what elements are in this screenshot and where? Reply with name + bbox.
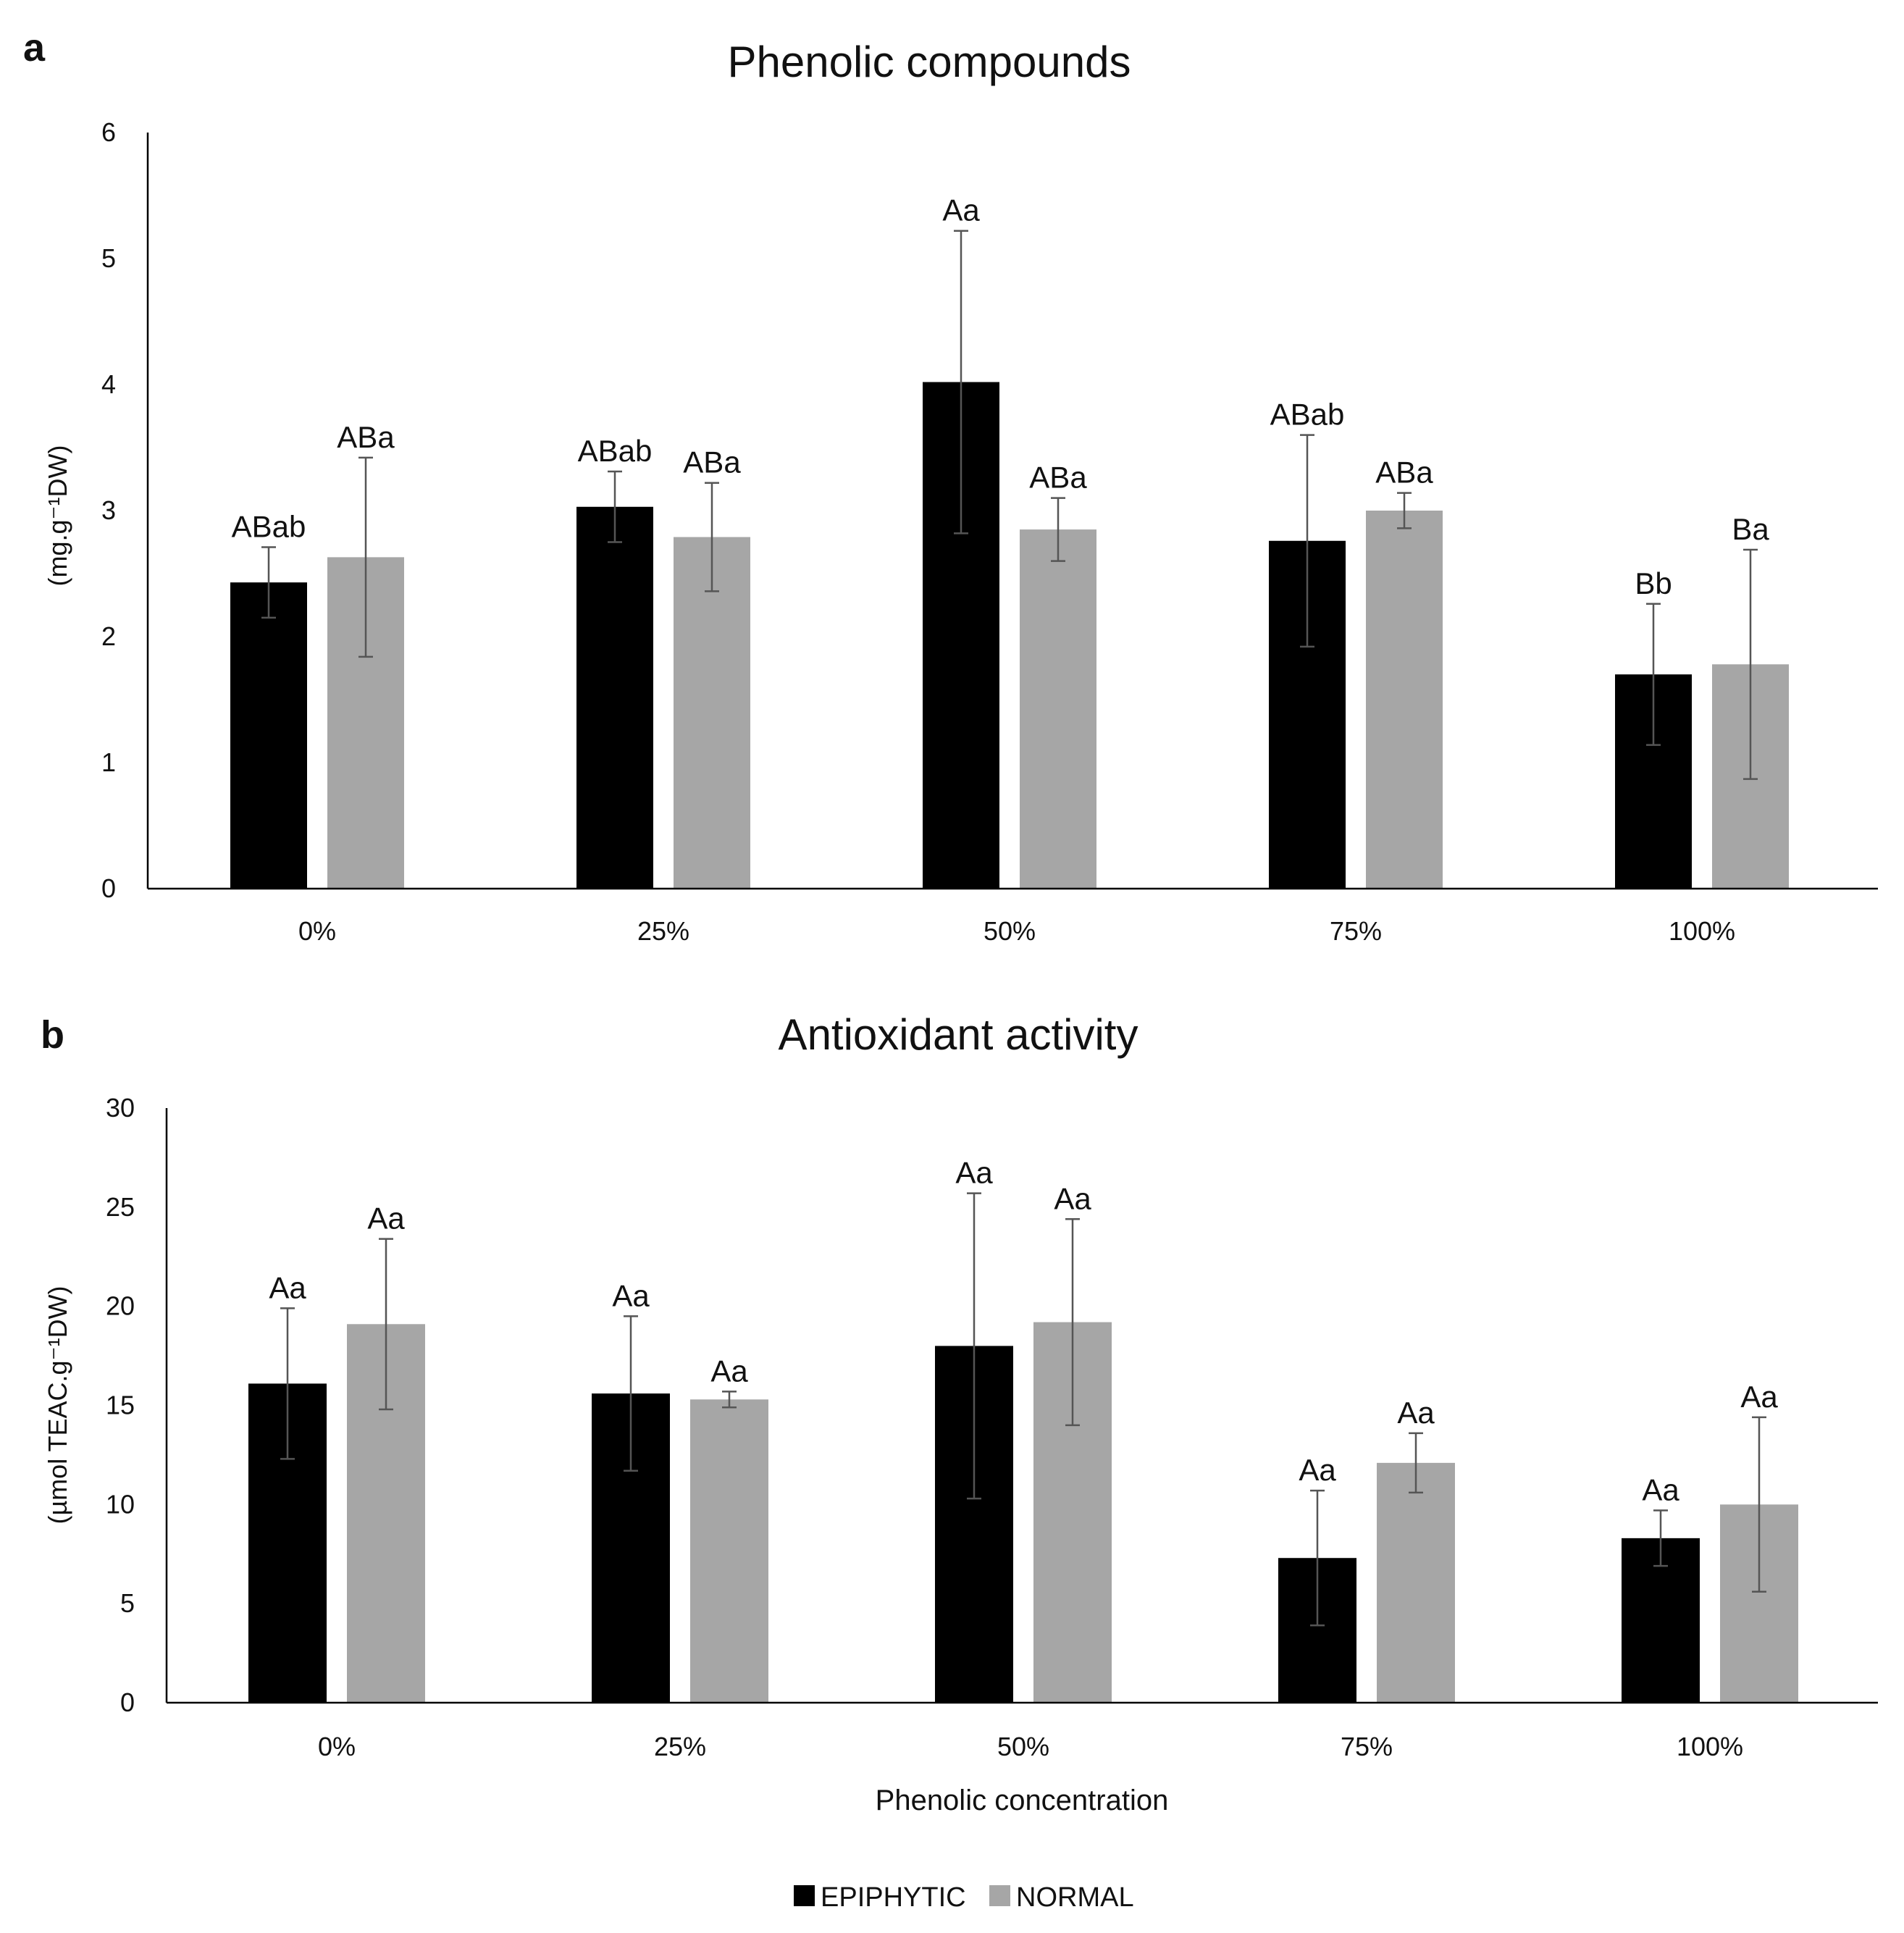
panel-b-antioxidant-activity: b Antioxidant activity (µmol TEAC.g⁻¹DW)…: [41, 1010, 1878, 1816]
significance-label: ABab: [232, 509, 306, 543]
x-category-label: 50%: [984, 916, 1036, 946]
significance-label: Aa: [1054, 1181, 1091, 1215]
significance-label: ABab: [1270, 398, 1345, 432]
chart-a-y-ticks: 0 1 2 3 4 5 6: [101, 117, 116, 903]
chart-a-error-bars: [261, 230, 1758, 780]
significance-label: Aa: [612, 1278, 650, 1312]
bar-normal: [1020, 529, 1096, 889]
significance-label: Aa: [1299, 1453, 1336, 1487]
x-category-label: 100%: [1669, 916, 1735, 946]
bar-normal: [1366, 511, 1443, 889]
y-tick-label: 0: [120, 1687, 135, 1717]
significance-label: Aa: [955, 1156, 993, 1190]
x-category-label: 25%: [637, 916, 689, 946]
panel-a-letter: a: [23, 26, 46, 70]
x-category-label: 75%: [1341, 1732, 1393, 1761]
x-category-label: 0%: [318, 1732, 356, 1761]
x-category-label: 75%: [1330, 916, 1382, 946]
significance-label: ABa: [1029, 461, 1087, 495]
y-tick-label: 20: [106, 1291, 135, 1321]
y-tick-label: 5: [101, 243, 116, 273]
panel-b-letter: b: [41, 1013, 64, 1057]
significance-label: Ba: [1732, 512, 1769, 546]
panel-a-phenolic-compounds: a Phenolic compounds (mg.g⁻¹DW) 0123456 …: [23, 26, 1878, 946]
significance-label: Aa: [1397, 1396, 1435, 1430]
bar-epiphytic: [576, 506, 653, 889]
significance-label: Aa: [710, 1354, 748, 1388]
bar-normal: [674, 537, 750, 889]
significance-label: Bb: [1635, 566, 1672, 600]
y-tick-label: 6: [101, 117, 116, 147]
y-tick-label: 4: [101, 369, 116, 399]
chart-a-bars: [230, 382, 1789, 889]
chart-a-category-labels: 0% 25% 50% 75% 100%: [298, 916, 1735, 946]
x-category-label: 0%: [298, 916, 336, 946]
y-tick-label: 2: [101, 621, 116, 651]
legend-label-epiphytic: EPIPHYTIC: [821, 1882, 966, 1913]
chart-b-x-axis-label: Phenolic concentration: [876, 1785, 1169, 1816]
chart-b-significance-labels: Aa Aa Aa Aa Aa Aa Aa Aa Aa Aa: [269, 1156, 1778, 1507]
significance-label: ABab: [578, 434, 653, 468]
x-category-label: 100%: [1677, 1732, 1743, 1761]
chart-b-bars: [248, 1322, 1798, 1703]
legend-swatch-normal: [989, 1885, 1010, 1906]
y-tick-label: 30: [106, 1093, 135, 1123]
chart-b-error-bars: [280, 1192, 1766, 1627]
chart-b-category-labels: 0% 25% 50% 75% 100%: [318, 1732, 1743, 1761]
significance-label: Aa: [1642, 1473, 1679, 1507]
y-tick-label: 25: [106, 1192, 135, 1222]
chart-a-y-axis-label: (mg.g⁻¹DW): [43, 445, 72, 587]
bar-epiphytic: [230, 582, 307, 889]
legend-label-normal: NORMAL: [1016, 1882, 1134, 1913]
y-tick-label: 1: [101, 747, 116, 777]
y-tick-label: 15: [106, 1391, 135, 1420]
significance-label: Aa: [1740, 1380, 1778, 1414]
bar-normal: [690, 1399, 768, 1703]
bar-normal: [1377, 1462, 1455, 1703]
significance-label: ABa: [1375, 456, 1433, 490]
chart-a-title: Phenolic compounds: [727, 38, 1131, 86]
chart-b-y-axis-label: (µmol TEAC.g⁻¹DW): [43, 1286, 72, 1524]
chart-b-y-ticks: 0 5 10 15 20 25 30: [106, 1093, 135, 1717]
x-category-label: 50%: [997, 1732, 1049, 1761]
significance-label: ABa: [683, 445, 741, 479]
y-tick-label: 5: [120, 1588, 135, 1618]
chart-b-title: Antioxidant activity: [779, 1010, 1138, 1059]
significance-label: Aa: [942, 193, 980, 227]
x-category-label: 25%: [654, 1732, 706, 1761]
significance-label: ABa: [337, 420, 395, 454]
significance-label: Aa: [367, 1202, 405, 1236]
y-tick-label: 10: [106, 1489, 135, 1519]
legend: EPIPHYTIC NORMAL: [794, 1882, 1134, 1913]
chart-a-significance-labels: ABab ABa ABab ABa Aa ABa ABab ABa Bb Ba: [232, 193, 1770, 600]
legend-swatch-epiphytic: [794, 1885, 815, 1906]
significance-label: Aa: [269, 1270, 306, 1304]
y-tick-label: 0: [101, 873, 116, 903]
y-tick-label: 3: [101, 495, 116, 525]
